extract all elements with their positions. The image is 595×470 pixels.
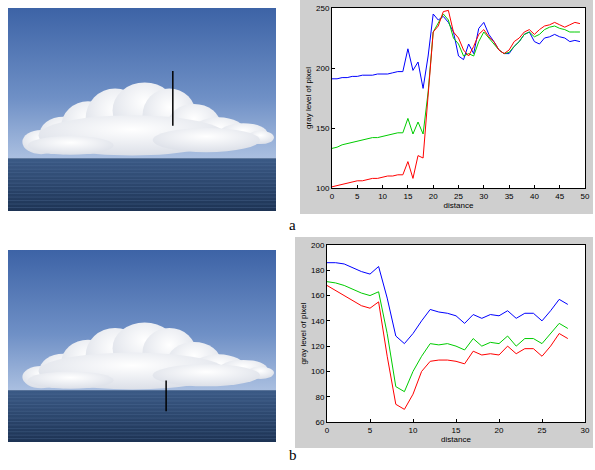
svg-text:15: 15 xyxy=(452,426,461,435)
svg-text:40: 40 xyxy=(530,192,539,201)
svg-text:140: 140 xyxy=(311,317,325,326)
svg-text:gray level of pixel: gray level of pixel xyxy=(304,67,313,129)
svg-text:10: 10 xyxy=(409,426,418,435)
svg-text:100: 100 xyxy=(316,184,330,193)
svg-text:25: 25 xyxy=(454,192,463,201)
svg-text:0: 0 xyxy=(325,426,330,435)
svg-text:80: 80 xyxy=(315,393,324,402)
svg-text:160: 160 xyxy=(311,291,325,300)
svg-text:120: 120 xyxy=(311,342,325,351)
svg-text:35: 35 xyxy=(505,192,514,201)
svg-text:10: 10 xyxy=(378,192,387,201)
svg-text:distance: distance xyxy=(444,201,474,210)
svg-text:45: 45 xyxy=(555,192,564,201)
svg-text:5: 5 xyxy=(368,426,373,435)
svg-text:15: 15 xyxy=(403,192,412,201)
svg-text:250: 250 xyxy=(316,4,330,13)
svg-text:distance: distance xyxy=(441,435,471,444)
svg-text:0: 0 xyxy=(330,192,335,201)
html-text:b: b xyxy=(289,447,297,463)
svg-text:30: 30 xyxy=(479,192,488,201)
svg-text:100: 100 xyxy=(311,367,325,376)
svg-text:50: 50 xyxy=(581,192,590,201)
svg-text:200: 200 xyxy=(311,241,325,250)
svg-text:180: 180 xyxy=(311,266,325,275)
svg-text:60: 60 xyxy=(315,418,324,427)
svg-text:25: 25 xyxy=(538,426,547,435)
svg-text:20: 20 xyxy=(495,426,504,435)
svg-text:5: 5 xyxy=(355,192,360,201)
svg-text:30: 30 xyxy=(581,426,590,435)
svg-text:20: 20 xyxy=(429,192,438,201)
svg-text:200: 200 xyxy=(316,64,330,73)
svg-text:150: 150 xyxy=(316,124,330,133)
svg-text:gray level of pixel: gray level of pixel xyxy=(299,302,308,364)
html-text:a: a xyxy=(289,217,296,233)
